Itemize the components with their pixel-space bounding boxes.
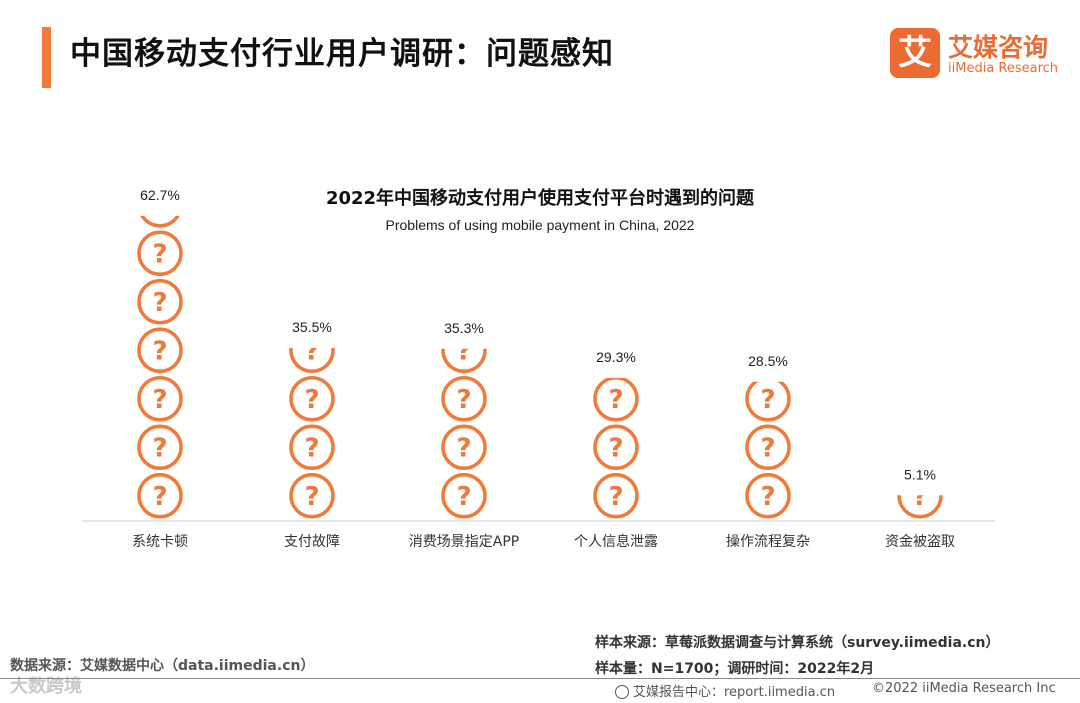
svg-text:?: ? <box>608 433 623 463</box>
footer-divider <box>0 678 1080 679</box>
chart-title: 2022年中国移动支付用户使用支付平台时遇到的问题 <box>325 188 755 209</box>
question-icon: ? <box>593 424 639 470</box>
sample-source: 样本来源：草莓派数据调查与计算系统（survey.iimedia.cn） <box>595 635 1000 651</box>
question-icon: ? <box>137 424 183 470</box>
data-label: 29.3% <box>596 349 636 365</box>
data-label: 28.5% <box>748 353 788 369</box>
svg-text:?: ? <box>152 385 167 415</box>
question-icon: ? <box>289 473 335 519</box>
svg-text:?: ? <box>912 482 927 512</box>
pictogram-chart: ???????62.7%系统卡顿????35.5%支付故障????35.3%消费… <box>82 187 995 550</box>
question-icon: ? <box>289 424 335 470</box>
svg-text:?: ? <box>152 191 167 221</box>
report-center: 艾媒报告中心：report.iimedia.cn <box>615 681 835 700</box>
iimedia-logo: 艾 艾媒咨询 iiMedia Research <box>890 28 1070 84</box>
question-icon: ? <box>137 473 183 519</box>
question-icon: ? <box>745 473 791 519</box>
bar-2: ????35.5%支付故障 <box>284 319 340 550</box>
data-source: 数据来源：艾媒数据中心（data.iimedia.cn） <box>10 658 315 674</box>
svg-text:?: ? <box>304 433 319 463</box>
question-icon: ? <box>593 377 639 422</box>
svg-text:?: ? <box>152 433 167 463</box>
svg-text:?: ? <box>760 433 775 463</box>
bar-5: ??? 28.5% 操作流程复杂 <box>726 353 810 550</box>
question-icon: ? <box>137 279 183 325</box>
svg-text:?: ? <box>304 336 319 366</box>
question-icon: ? <box>745 424 791 470</box>
category-label: 系统卡顿 <box>132 534 188 550</box>
category-label: 个人信息泄露 <box>574 533 658 550</box>
svg-text:?: ? <box>760 385 775 415</box>
bar-1: ???????62.7%系统卡顿 <box>132 187 188 550</box>
question-icon: ? <box>289 336 335 373</box>
data-label: 62.7% <box>140 187 180 203</box>
bar-4: ??? 29.3% 个人信息泄露 <box>574 349 658 550</box>
data-label: 35.5% <box>292 319 332 335</box>
question-icon: ? <box>137 327 183 373</box>
question-icon: ? <box>140 191 180 228</box>
question-icon: ? <box>897 482 943 519</box>
data-label: 5.1% <box>904 466 936 482</box>
question-icon: ? <box>745 381 791 422</box>
chart-subtitle: Problems of using mobile payment in Chin… <box>385 217 695 233</box>
question-icon: ? <box>137 376 183 422</box>
question-icon: ? <box>137 230 183 276</box>
category-label: 支付故障 <box>284 534 340 550</box>
svg-text:?: ? <box>152 288 167 318</box>
svg-text:?: ? <box>152 336 167 366</box>
question-icon: ? <box>593 473 639 519</box>
svg-text:?: ? <box>304 385 319 415</box>
bar-6: ?5.1% 资金被盗取 <box>885 466 955 550</box>
question-icon: ? <box>441 336 487 373</box>
question-icon: ? <box>441 473 487 519</box>
svg-text:?: ? <box>456 385 471 415</box>
question-icon: ? <box>441 376 487 422</box>
globe-icon <box>615 685 629 699</box>
svg-text:?: ? <box>152 239 167 269</box>
bar-3: ????35.3%消费场景指定APP <box>409 320 519 550</box>
watermark: 大数跨境 <box>10 676 82 697</box>
sample-size: 样本量：N=1700；调研时间：2022年2月 <box>595 661 875 677</box>
category-label: 操作流程复杂 <box>726 533 810 550</box>
svg-text:?: ? <box>608 385 623 415</box>
logo-mark: 艾 <box>890 28 940 78</box>
svg-text:?: ? <box>608 482 623 512</box>
page-title: 中国移动支付行业用户调研：问题感知 <box>70 36 614 72</box>
svg-text:?: ? <box>456 433 471 463</box>
question-icon: ? <box>441 424 487 470</box>
logo-text-cn: 艾媒咨询 <box>948 33 1049 62</box>
data-label: 35.3% <box>444 320 484 336</box>
question-icon: ? <box>289 376 335 422</box>
category-label: 资金被盗取 <box>885 534 955 550</box>
svg-text:?: ? <box>456 482 471 512</box>
svg-text:?: ? <box>304 482 319 512</box>
report-center-text: 艾媒报告中心：report.iimedia.cn <box>633 685 836 700</box>
category-label: 消费场景指定APP <box>409 534 519 550</box>
copyright: ©2022 iiMedia Research Inc <box>872 681 1056 696</box>
title-accent-bar <box>42 27 51 88</box>
svg-text:?: ? <box>152 482 167 512</box>
svg-text:?: ? <box>456 336 471 366</box>
svg-text:?: ? <box>760 482 775 512</box>
logo-text-en: iiMedia Research <box>948 61 1059 76</box>
